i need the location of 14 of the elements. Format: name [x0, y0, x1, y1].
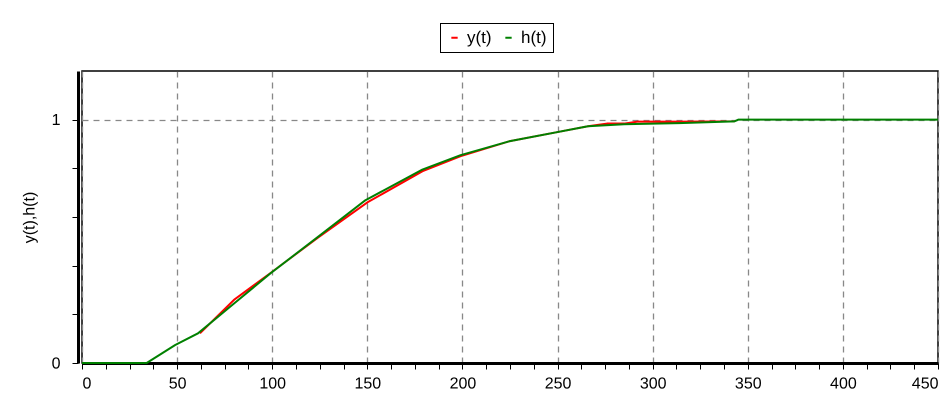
legend-label: y(t) [467, 28, 492, 47]
x-tick-label: 150 [354, 376, 382, 392]
x-tick-label: 250 [544, 376, 572, 392]
x-tick-label: 350 [734, 376, 762, 392]
x-tick-label: 100 [259, 376, 286, 392]
legend-label: h(t) [521, 28, 546, 47]
x-tick-label: 300 [640, 376, 667, 392]
x-tick-label: 0 [82, 376, 92, 392]
x-tick-label: 200 [450, 376, 476, 392]
x-tick-label: 400 [830, 376, 857, 392]
y-axis-title: y(t),h(t) [22, 192, 39, 244]
x-tick-label: 450 [912, 376, 939, 392]
x-tick-label: 50 [168, 376, 187, 392]
y-tick-label: 1 [52, 112, 61, 130]
